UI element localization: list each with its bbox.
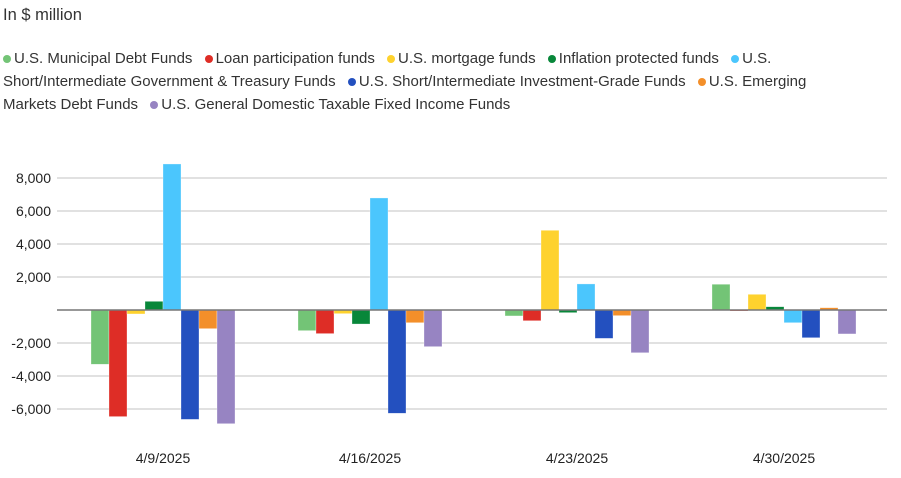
legend-item: Inflation protected funds bbox=[547, 50, 719, 67]
x-tick-label: 4/30/2025 bbox=[753, 450, 815, 466]
legend-dot-icon bbox=[547, 55, 556, 63]
bar bbox=[711, 283, 731, 311]
bar bbox=[162, 163, 182, 311]
bar bbox=[351, 309, 371, 325]
y-tick-label: 2,000 bbox=[16, 269, 51, 285]
bar bbox=[594, 309, 614, 339]
bar bbox=[387, 309, 407, 414]
legend-label: U.S. Short/Intermediate Investment-Grade… bbox=[358, 73, 686, 90]
legend-item: U.S. General Domestic Taxable Fixed Inco… bbox=[150, 96, 510, 113]
legend-item: U.S. Short/Intermediate Government & Tre… bbox=[3, 50, 771, 90]
bar bbox=[837, 309, 857, 335]
bar bbox=[369, 197, 389, 311]
bar bbox=[198, 309, 218, 329]
y-tick-label: 6,000 bbox=[16, 203, 51, 219]
legend-dot-icon bbox=[347, 78, 356, 86]
y-tick-label: -6,000 bbox=[11, 401, 51, 417]
bar bbox=[576, 283, 596, 311]
legend-label: U.S. mortgage funds bbox=[398, 50, 536, 67]
y-tick-label: 4,000 bbox=[16, 236, 51, 252]
y-tick-label: 8,000 bbox=[16, 170, 51, 186]
bar bbox=[612, 309, 632, 316]
legend-item: U.S. Emerging Markets Debt Funds bbox=[3, 73, 806, 113]
legend-label: U.S. General Domestic Taxable Fixed Inco… bbox=[161, 96, 511, 113]
bar bbox=[108, 309, 128, 417]
bar bbox=[801, 309, 821, 339]
x-tick-label: 4/16/2025 bbox=[339, 450, 401, 466]
bar bbox=[522, 309, 542, 322]
bar bbox=[90, 309, 110, 365]
bar bbox=[783, 309, 803, 324]
legend-dot-icon bbox=[204, 55, 213, 63]
y-tick-label: -4,000 bbox=[11, 368, 51, 384]
bar bbox=[405, 309, 425, 324]
legend-item: Loan participation funds bbox=[204, 50, 375, 67]
bar bbox=[180, 309, 200, 420]
bar bbox=[540, 230, 560, 311]
legend-item: U.S. Short/Intermediate Investment-Grade… bbox=[347, 73, 686, 90]
legend-dot-icon bbox=[3, 55, 11, 63]
legend-dot-icon bbox=[731, 55, 740, 63]
bar bbox=[747, 294, 767, 311]
legend-item: U.S. Municipal Debt Funds bbox=[3, 50, 192, 67]
legend-label: Loan participation funds bbox=[215, 50, 375, 67]
x-tick-label: 4/9/2025 bbox=[136, 450, 191, 466]
chart-title: In $ million bbox=[3, 6, 82, 24]
bar bbox=[297, 309, 317, 331]
legend-dot-icon bbox=[387, 55, 396, 63]
bar bbox=[315, 309, 335, 334]
legend-label: U.S. Municipal Debt Funds bbox=[14, 50, 193, 67]
legend-label: U.S. Short/Intermediate Government & Tre… bbox=[3, 50, 772, 90]
bar bbox=[630, 309, 650, 354]
legend-item: U.S. mortgage funds bbox=[387, 50, 536, 67]
bar bbox=[504, 309, 524, 317]
legend-dot-icon bbox=[150, 101, 159, 109]
bar bbox=[423, 309, 443, 347]
legend-label: U.S. Emerging Markets Debt Funds bbox=[3, 73, 807, 113]
x-tick-label: 4/23/2025 bbox=[546, 450, 608, 466]
bar bbox=[144, 301, 164, 311]
legend: U.S. Municipal Debt Funds Loan participa… bbox=[3, 47, 848, 116]
y-tick-label: -2,000 bbox=[11, 335, 51, 351]
bar bbox=[216, 309, 236, 424]
legend-dot-icon bbox=[697, 78, 706, 86]
legend-label: Inflation protected funds bbox=[558, 50, 719, 67]
